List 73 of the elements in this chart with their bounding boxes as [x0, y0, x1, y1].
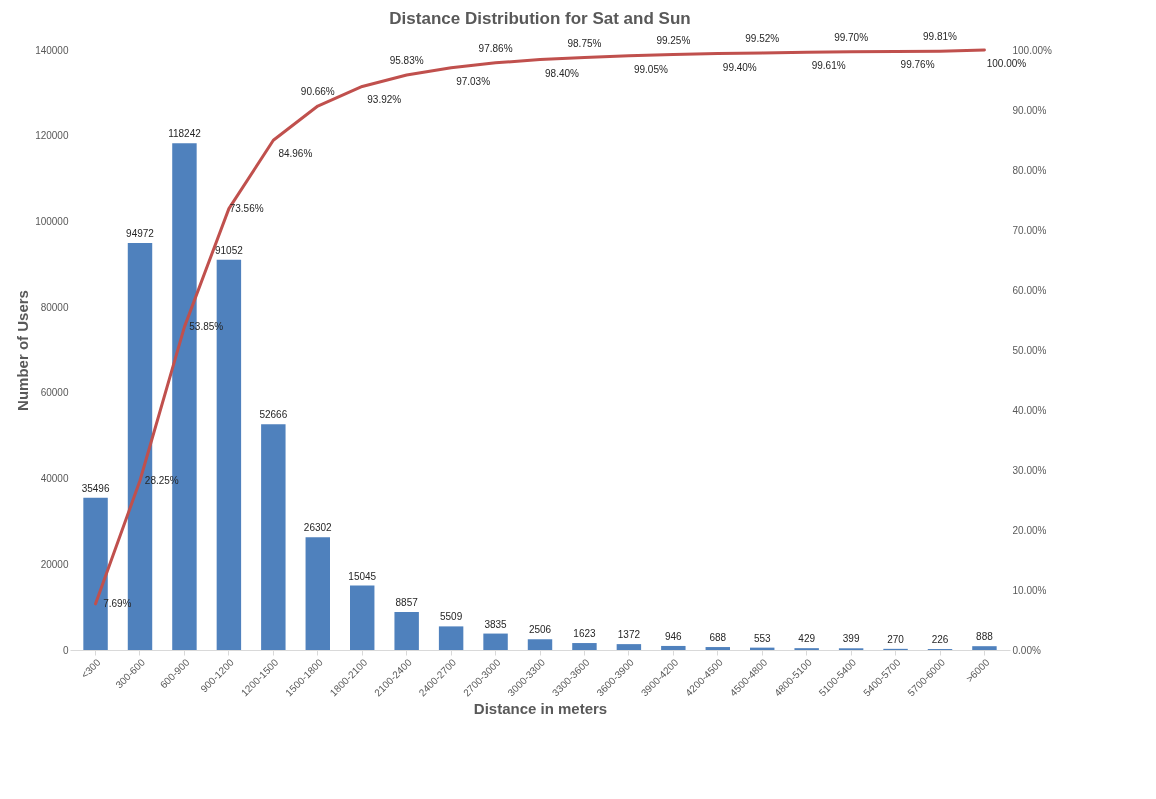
data-label: 52666 [259, 409, 288, 421]
data-label: 35496 [81, 482, 110, 494]
y2-tick-label: 40.00% [1012, 404, 1047, 416]
y2-tick-label: 80.00% [1012, 164, 1047, 176]
y-tick-label: 0 [62, 644, 69, 656]
y-tick-label: 80000 [40, 301, 69, 313]
data-label: 99.70% [834, 31, 869, 43]
data-label: 95.83% [389, 55, 424, 67]
data-label: 99.76% [900, 59, 935, 71]
data-label: 1372 [617, 629, 641, 641]
data-label: 8857 [395, 597, 419, 609]
chart-title: Distance Distribution for Sat and Sun [389, 9, 691, 29]
y2-tick-label: 30.00% [1012, 464, 1047, 476]
bar [261, 424, 286, 650]
bar [527, 639, 553, 650]
data-label: 399 [842, 633, 860, 645]
data-label: 1623 [573, 628, 596, 640]
data-label: 2506 [528, 624, 552, 636]
bar [572, 643, 597, 650]
data-label: 5509 [439, 611, 463, 623]
data-label: 99.52% [745, 32, 780, 44]
data-label: 84.96% [278, 148, 313, 160]
data-label: 93.92% [367, 94, 402, 106]
bar [972, 646, 997, 650]
y2-tick-label: 60.00% [1012, 284, 1047, 296]
data-label: 26302 [303, 522, 333, 534]
data-label: 100.00% [986, 58, 1027, 69]
data-label: 99.40% [722, 61, 757, 73]
y-tick-label: 140000 [35, 44, 69, 56]
y-tick-label: 40000 [40, 473, 69, 485]
data-label: 553 [753, 632, 771, 644]
bar [616, 644, 642, 650]
data-label: 91052 [214, 244, 244, 256]
y2-tick-label: 50.00% [1012, 344, 1047, 356]
data-label: 118242 [168, 128, 202, 140]
y2-tick-label: 100.00% [1012, 44, 1053, 56]
data-label: 226 [931, 634, 949, 646]
y2-tick-label: 70.00% [1012, 224, 1047, 236]
data-label: 98.75% [567, 37, 602, 49]
data-label: 99.05% [633, 63, 668, 75]
data-label: 99.61% [811, 60, 846, 72]
bar [661, 645, 686, 650]
data-label: 97.03% [456, 75, 491, 87]
bar [705, 647, 730, 650]
data-label: 98.40% [545, 67, 580, 79]
bar [483, 633, 508, 650]
y-tick-label: 60000 [40, 387, 69, 399]
data-label: 688 [709, 632, 727, 644]
x-axis-title: Distance in meters [473, 700, 608, 718]
data-label: 99.81% [923, 31, 958, 43]
y2-tick-label: 90.00% [1012, 104, 1047, 116]
data-label: 15045 [348, 570, 377, 582]
data-label: 73.56% [229, 202, 264, 214]
y-axis-title: Number of Users [14, 290, 32, 411]
data-label: 270 [887, 633, 905, 645]
data-label: 429 [798, 633, 816, 645]
y2-tick-label: 0.00% [1012, 644, 1041, 656]
y-tick-label: 120000 [35, 130, 69, 142]
y2-tick-label: 20.00% [1012, 524, 1047, 536]
data-label: 888 [976, 631, 994, 643]
y-tick-label: 20000 [40, 558, 69, 570]
data-label: 946 [664, 630, 683, 642]
data-label: 94972 [126, 227, 155, 239]
bar [305, 537, 330, 650]
data-label: 90.66% [300, 86, 335, 98]
bar [394, 612, 419, 650]
data-label: 97.86% [478, 42, 513, 54]
data-label: 3835 [484, 618, 508, 630]
bar [350, 585, 375, 650]
data-label: 99.25% [656, 34, 691, 46]
bar [438, 626, 464, 650]
y2-tick-label: 10.00% [1012, 584, 1047, 596]
y-tick-label: 100000 [35, 215, 69, 227]
